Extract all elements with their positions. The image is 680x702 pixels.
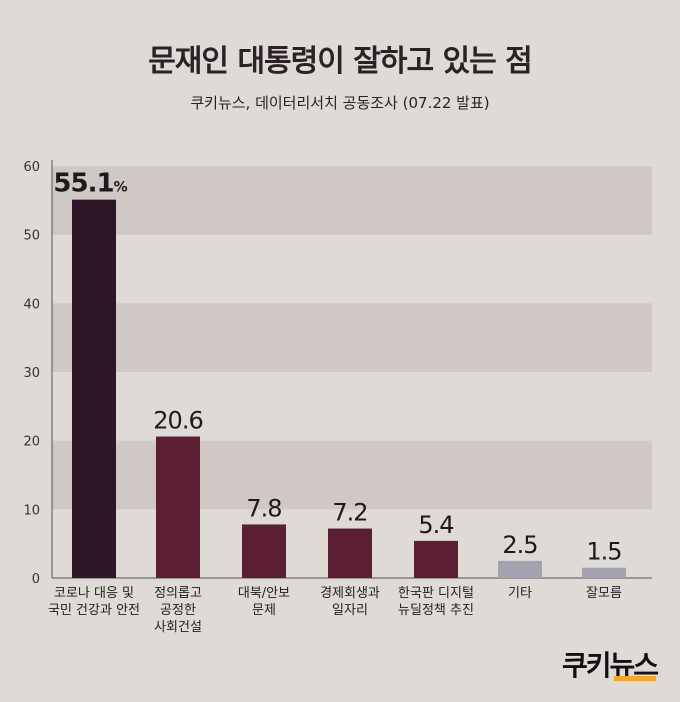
data-label: 5.4 xyxy=(418,511,453,539)
x-tick-label: 공정한 xyxy=(160,603,196,618)
x-tick-label: 한국판 디지털 xyxy=(398,586,474,601)
bar xyxy=(72,199,116,578)
bar xyxy=(498,560,542,578)
y-tick-label: 50 xyxy=(23,229,40,244)
bar xyxy=(242,524,286,578)
y-tick-label: 10 xyxy=(23,503,40,518)
y-tick-label: 20 xyxy=(23,435,40,450)
y-tick-label: 60 xyxy=(23,160,40,175)
bar xyxy=(414,540,458,578)
x-tick-label: 잘모름 xyxy=(586,586,622,601)
x-tick-label: 정의롭고 xyxy=(154,586,202,601)
logo-accent-bar xyxy=(614,676,656,681)
data-label: 7.2 xyxy=(332,499,367,527)
x-tick-label: 국민 건강과 안전 xyxy=(48,603,140,618)
x-tick-label: 사회건설 xyxy=(154,620,202,635)
x-tick-label: 뉴딜정책 추진 xyxy=(398,603,474,618)
grid-band xyxy=(52,166,652,235)
x-tick-label: 대북/안보 xyxy=(238,586,290,601)
bar xyxy=(328,528,372,578)
y-tick-label: 40 xyxy=(23,297,40,312)
chart-title: 문재인 대통령이 잘하고 있는 점 xyxy=(148,44,533,79)
chart-subtitle: 쿠키뉴스, 데이터리서치 공동조사 (07.22 발표) xyxy=(190,94,490,112)
x-tick-label: 일자리 xyxy=(332,603,368,618)
data-label-unit: % xyxy=(114,180,128,196)
x-tick-label: 기타 xyxy=(508,586,532,601)
bar xyxy=(156,436,200,578)
y-tick-label: 0 xyxy=(32,572,40,587)
x-tick-label: 코로나 대응 및 xyxy=(54,586,134,601)
x-tick-label: 경제회생과 xyxy=(320,586,380,601)
y-tick-label: 30 xyxy=(23,366,40,381)
bar xyxy=(582,567,626,578)
x-tick-label: 문제 xyxy=(252,603,276,618)
grid-band xyxy=(52,440,652,510)
grid-band xyxy=(52,303,652,372)
data-label: 20.6 xyxy=(153,407,202,435)
data-label: 2.5 xyxy=(502,531,537,559)
data-label: 1.5 xyxy=(586,538,621,566)
data-label: 7.8 xyxy=(246,494,281,522)
